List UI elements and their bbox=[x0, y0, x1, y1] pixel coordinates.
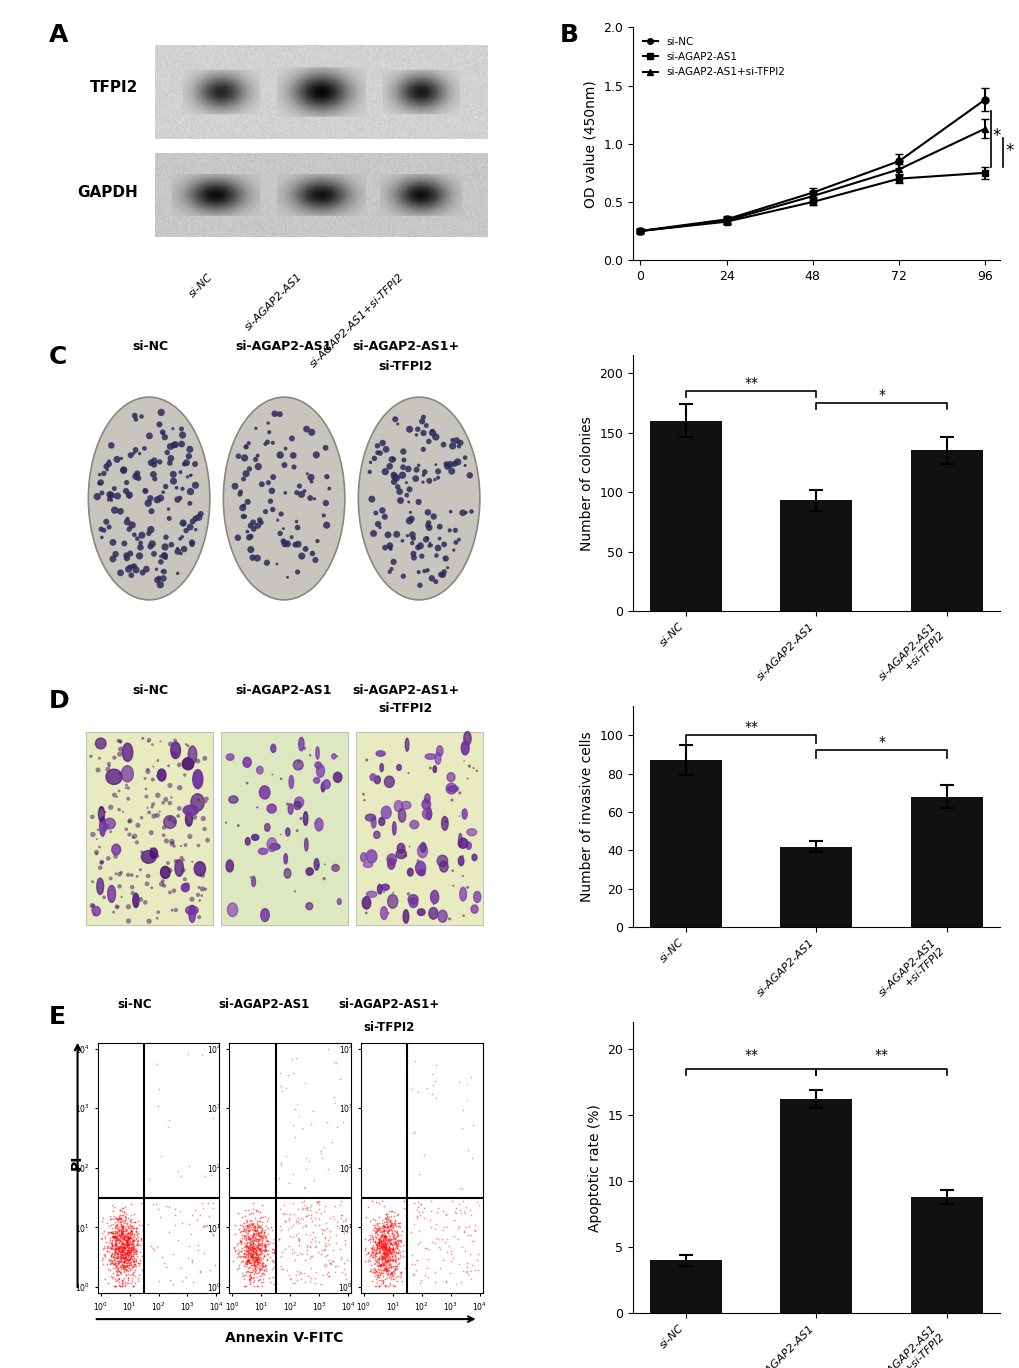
Legend: si-NC, si-AGAP2-AS1, si-AGAP2-AS1+si-TFPI2: si-NC, si-AGAP2-AS1, si-AGAP2-AS1+si-TFP… bbox=[638, 33, 789, 81]
Text: si-AGAP2-AS1+si-TFPI2: si-AGAP2-AS1+si-TFPI2 bbox=[308, 272, 406, 369]
Text: **: ** bbox=[743, 376, 757, 390]
Text: A: A bbox=[49, 23, 68, 47]
Y-axis label: Number of colonies: Number of colonies bbox=[580, 416, 593, 550]
Bar bbox=[649, 761, 721, 928]
Text: E: E bbox=[49, 1005, 66, 1029]
Text: TFPI2: TFPI2 bbox=[90, 81, 139, 96]
Y-axis label: OD value (450nm): OD value (450nm) bbox=[583, 79, 597, 208]
Bar bbox=[910, 1197, 982, 1313]
Y-axis label: Apoptotic rate (%): Apoptotic rate (%) bbox=[587, 1104, 601, 1231]
Bar bbox=[780, 501, 852, 611]
Text: si-AGAP2-AS1: si-AGAP2-AS1 bbox=[218, 997, 309, 1011]
Text: PI: PI bbox=[69, 1155, 84, 1170]
Text: si-TFPI2: si-TFPI2 bbox=[378, 702, 432, 715]
Text: si-AGAP2-AS1+: si-AGAP2-AS1+ bbox=[338, 997, 439, 1011]
Text: **: ** bbox=[874, 1048, 888, 1062]
Text: si-TFPI2: si-TFPI2 bbox=[364, 1021, 415, 1034]
Text: si-NC: si-NC bbox=[132, 339, 168, 353]
Text: *: * bbox=[991, 127, 1000, 145]
Text: *: * bbox=[1004, 142, 1012, 160]
Text: si-AGAP2-AS1+: si-AGAP2-AS1+ bbox=[352, 339, 459, 353]
Text: si-AGAP2-AS1: si-AGAP2-AS1 bbox=[235, 684, 332, 698]
Text: si-AGAP2-AS1: si-AGAP2-AS1 bbox=[243, 272, 304, 332]
Text: *: * bbox=[877, 389, 884, 402]
Bar bbox=[780, 1099, 852, 1313]
Text: Annexin V-FITC: Annexin V-FITC bbox=[225, 1331, 343, 1345]
Y-axis label: Number of invasive cells: Number of invasive cells bbox=[580, 732, 593, 902]
Text: si-TFPI2: si-TFPI2 bbox=[378, 360, 432, 373]
Bar bbox=[780, 847, 852, 928]
Bar bbox=[910, 796, 982, 928]
Bar bbox=[649, 420, 721, 611]
Text: si-NC: si-NC bbox=[187, 272, 215, 300]
Text: **: ** bbox=[743, 720, 757, 735]
Text: C: C bbox=[49, 345, 67, 369]
Bar bbox=[910, 450, 982, 611]
Text: si-NC: si-NC bbox=[132, 684, 168, 698]
Bar bbox=[649, 1260, 721, 1313]
Text: si-NC: si-NC bbox=[117, 997, 152, 1011]
Text: si-AGAP2-AS1+: si-AGAP2-AS1+ bbox=[352, 684, 459, 698]
Text: **: ** bbox=[743, 1048, 757, 1062]
Text: GAPDH: GAPDH bbox=[77, 185, 139, 200]
Text: *: * bbox=[877, 736, 884, 750]
Text: B: B bbox=[559, 23, 579, 47]
Text: si-AGAP2-AS1: si-AGAP2-AS1 bbox=[235, 339, 332, 353]
Text: D: D bbox=[49, 688, 69, 713]
